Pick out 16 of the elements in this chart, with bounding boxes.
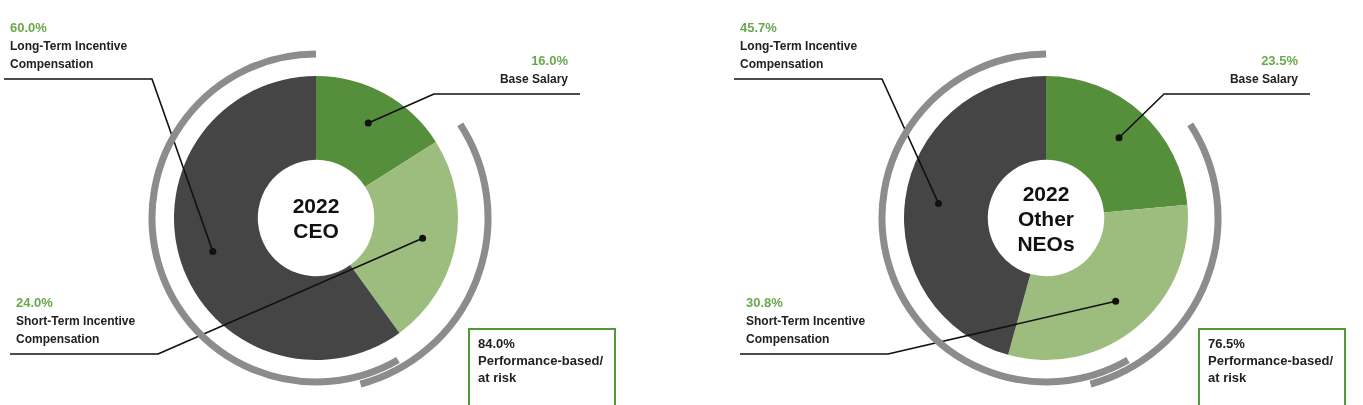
text: 76.5% Performance-based/ at risk bbox=[1208, 335, 1334, 386]
slice-label: Base Salary bbox=[1229, 72, 1299, 87]
slice-label: Short-Term Incentive Compensation bbox=[746, 314, 866, 347]
data-label: 23.5% bbox=[1261, 53, 1299, 69]
data-label: 60.0% bbox=[10, 20, 48, 36]
slice-label: Base Salary bbox=[499, 72, 569, 87]
text: 2022 CEO bbox=[291, 193, 341, 243]
data-label: 30.8% bbox=[746, 295, 784, 311]
slice-label: Long-Term Incentive Compensation bbox=[740, 39, 858, 72]
slice-label: Short-Term Incentive Compensation bbox=[16, 314, 136, 347]
data-label: 16.0% bbox=[531, 53, 569, 69]
text: 2022 Other NEOs bbox=[1016, 180, 1076, 256]
data-label: 45.7% bbox=[740, 20, 778, 36]
text: 84.0% Performance-based/ at risk bbox=[478, 335, 604, 386]
slice-label: Long-Term Incentive Compensation bbox=[10, 39, 128, 72]
data-label: 24.0% bbox=[16, 295, 54, 311]
